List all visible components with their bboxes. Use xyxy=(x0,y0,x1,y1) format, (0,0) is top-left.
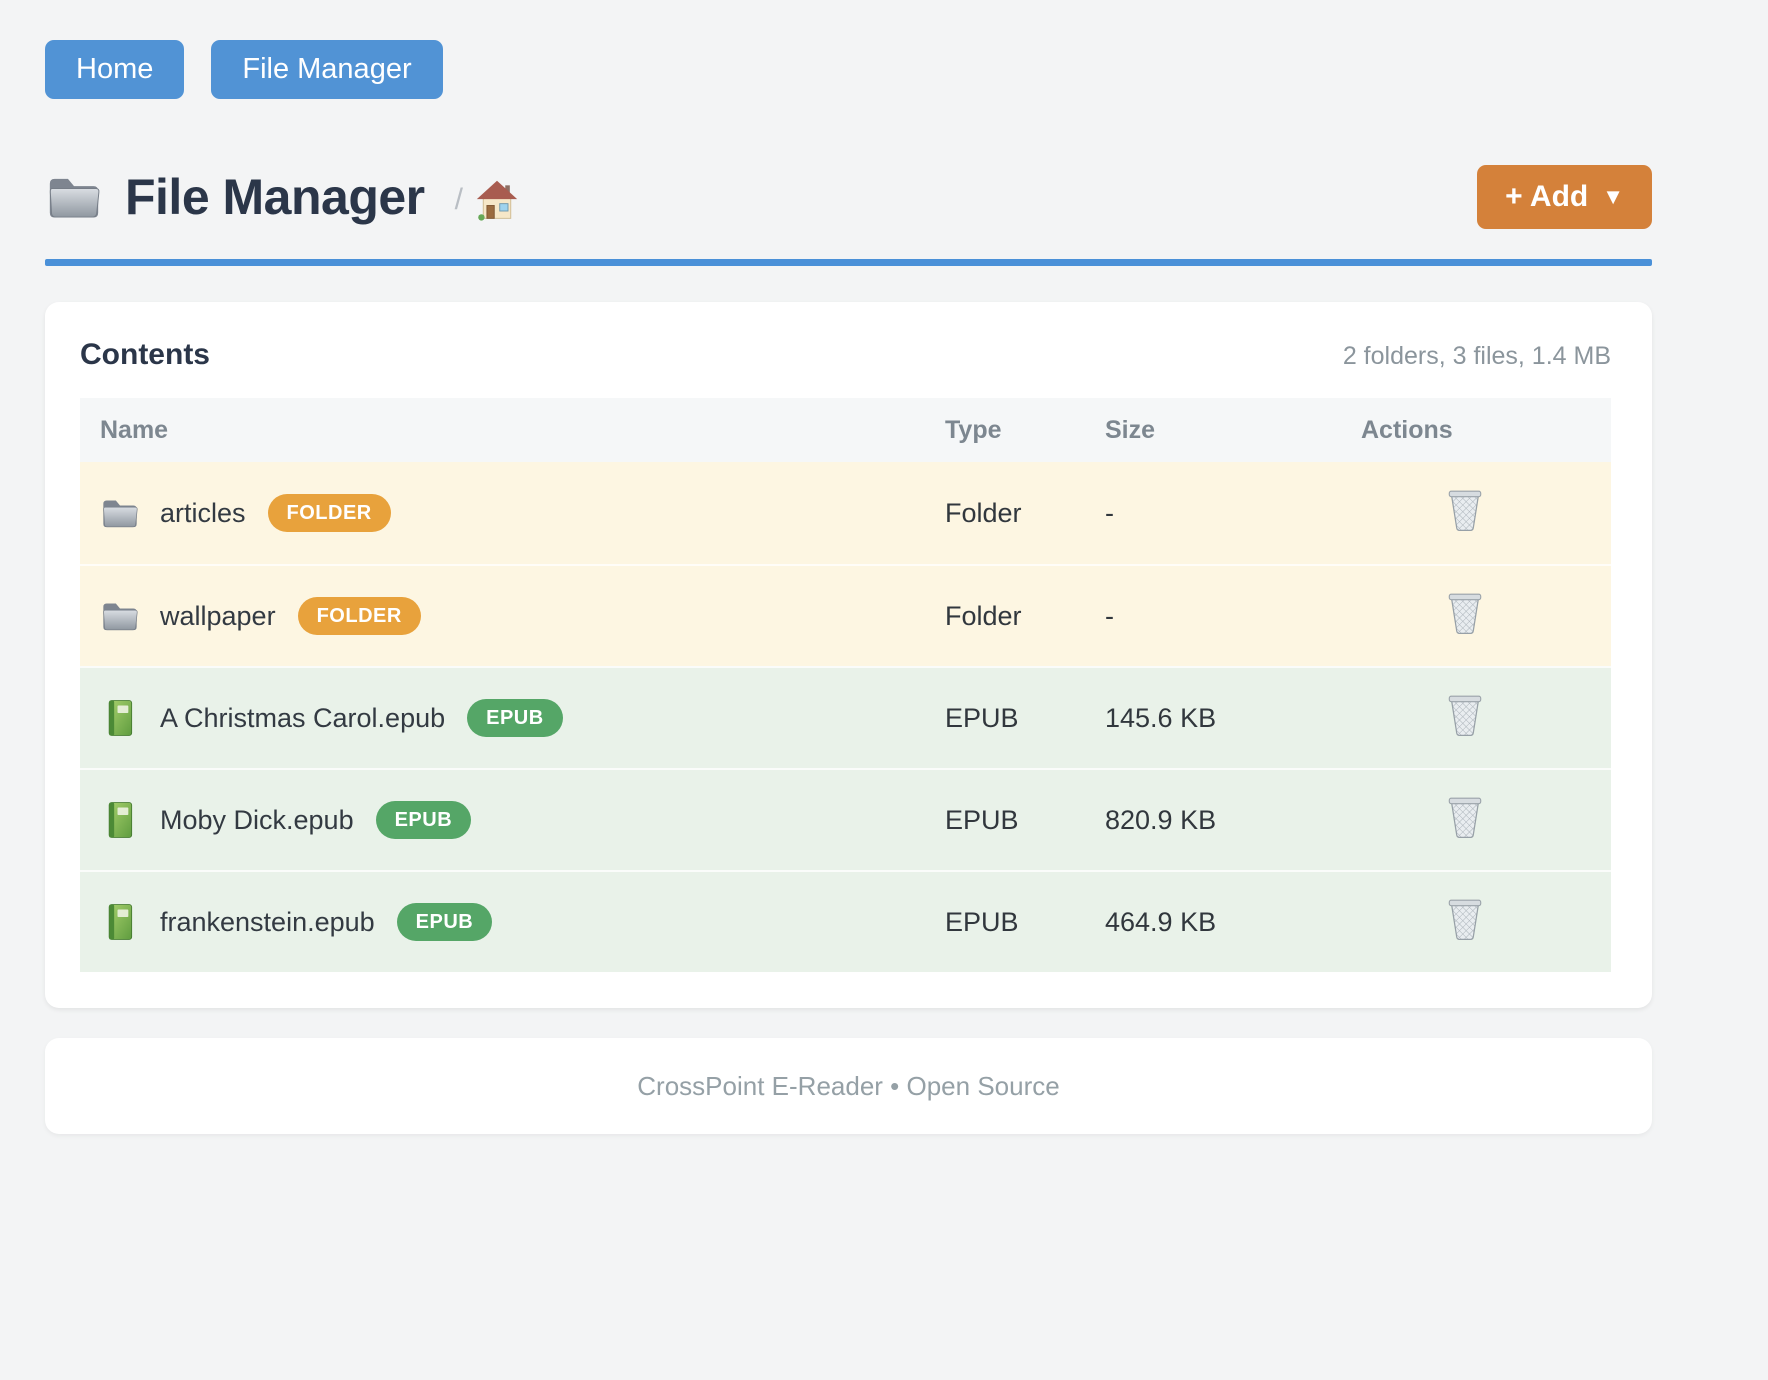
epub-badge: EPUB xyxy=(375,801,472,839)
file-manager-page: Home File Manager File Manager / + Add ▼… xyxy=(45,0,1652,1134)
contents-card-header: Contents 2 folders, 3 files, 1.4 MB xyxy=(80,338,1611,372)
folder-badge: FOLDER xyxy=(267,494,391,532)
trash-icon xyxy=(1448,490,1482,531)
green-book-icon xyxy=(108,904,133,940)
row-type: EPUB xyxy=(945,702,1019,733)
table-row[interactable]: Moby Dick.epub EPUB EPUB 820.9 KB xyxy=(80,768,1611,870)
table-row[interactable]: articles FOLDER Folder - xyxy=(80,462,1611,564)
page-header: File Manager / + Add ▼ xyxy=(45,165,1652,229)
row-name: wallpaper xyxy=(160,600,276,631)
delete-button[interactable] xyxy=(1446,897,1484,941)
row-name: Moby Dick.epub xyxy=(160,804,354,835)
folder-icon xyxy=(49,178,100,219)
contents-summary: 2 folders, 3 files, 1.4 MB xyxy=(1342,342,1611,370)
row-size: - xyxy=(1105,600,1114,631)
footer: CrossPoint E-Reader • Open Source xyxy=(45,1038,1652,1134)
table-row[interactable]: A Christmas Carol.epub EPUB EPUB 145.6 K… xyxy=(80,666,1611,768)
header-divider xyxy=(45,259,1652,266)
delete-button[interactable] xyxy=(1446,591,1484,635)
row-type: Folder xyxy=(945,600,1022,631)
green-book-icon xyxy=(108,700,133,736)
delete-button[interactable] xyxy=(1446,693,1484,737)
table-row[interactable]: frankenstein.epub EPUB EPUB 464.9 KB xyxy=(80,870,1611,972)
row-size: 464.9 KB xyxy=(1105,906,1217,937)
column-header-name: Name xyxy=(100,415,169,444)
file-table: Name Type Size Actions articles FOLDER F… xyxy=(80,398,1611,972)
row-name: articles xyxy=(160,497,246,528)
column-header-type: Type xyxy=(945,415,1002,444)
green-book-icon xyxy=(108,802,133,838)
delete-button[interactable] xyxy=(1446,795,1484,839)
table-row[interactable]: wallpaper FOLDER Folder - xyxy=(80,564,1611,666)
contents-heading: Contents xyxy=(80,338,210,371)
delete-button[interactable] xyxy=(1446,488,1484,532)
file-manager-nav-button[interactable]: File Manager xyxy=(211,40,443,99)
page-title: File Manager xyxy=(125,169,425,225)
trash-icon xyxy=(1448,899,1482,940)
top-nav: Home File Manager xyxy=(45,40,1652,99)
folder-badge: FOLDER xyxy=(297,597,421,635)
folder-icon xyxy=(103,603,138,631)
column-header-size: Size xyxy=(1105,415,1156,444)
add-button-label: + Add xyxy=(1505,180,1589,213)
row-size: 820.9 KB xyxy=(1105,804,1217,835)
row-name: A Christmas Carol.epub xyxy=(160,702,446,733)
contents-card: Contents 2 folders, 3 files, 1.4 MB Name… xyxy=(45,302,1652,1008)
breadcrumb-separator: / xyxy=(454,183,463,216)
footer-text: CrossPoint E-Reader • Open Source xyxy=(637,1070,1060,1101)
row-size: - xyxy=(1105,497,1114,528)
column-header-actions: Actions xyxy=(1361,415,1453,444)
row-size: 145.6 KB xyxy=(1105,702,1217,733)
folder-icon xyxy=(103,500,138,528)
row-type: Folder xyxy=(945,497,1022,528)
row-type: EPUB xyxy=(945,906,1019,937)
row-name: frankenstein.epub xyxy=(160,906,375,937)
add-button[interactable]: + Add ▼ xyxy=(1477,165,1652,229)
trash-icon xyxy=(1448,695,1482,736)
caret-down-icon: ▼ xyxy=(1602,184,1624,209)
row-type: EPUB xyxy=(945,804,1019,835)
epub-badge: EPUB xyxy=(467,699,563,737)
home-nav-button[interactable]: Home xyxy=(45,40,185,99)
house-icon[interactable] xyxy=(475,178,519,222)
trash-icon xyxy=(1448,593,1482,634)
epub-badge: EPUB xyxy=(396,903,493,941)
trash-icon xyxy=(1448,797,1482,838)
table-header-row: Name Type Size Actions xyxy=(80,398,1611,462)
